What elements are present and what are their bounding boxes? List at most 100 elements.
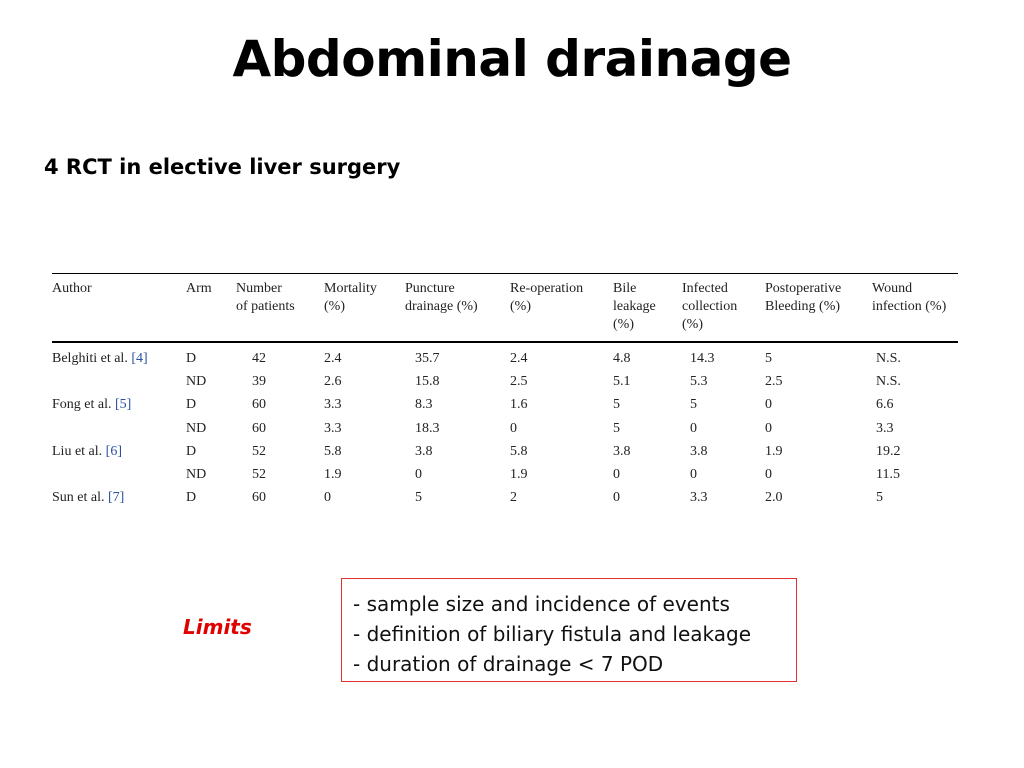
column-header-line: Puncture xyxy=(405,281,455,296)
column-header-line: leakage xyxy=(613,299,656,314)
limits-item: - sample size and incidence of events xyxy=(353,592,730,616)
table-cell: 5 xyxy=(690,397,697,413)
table-cell: 11.5 xyxy=(876,467,900,482)
table-cell: 0 xyxy=(765,397,772,413)
table-cell: 5.8 xyxy=(510,443,528,459)
table-cell: 3.3 xyxy=(324,397,342,413)
column-header: Number of patients xyxy=(236,280,295,316)
column-header-line: Re-operation xyxy=(510,281,584,296)
column-header-line: (%) xyxy=(510,299,531,314)
column-header-line: collection xyxy=(682,299,738,314)
table-cell: 52 xyxy=(252,467,266,482)
table-cell: 1.9 xyxy=(510,467,528,482)
table-cell: 52 xyxy=(252,443,266,459)
table-cell: 2 xyxy=(510,490,517,506)
column-header-line: Bleeding (%) xyxy=(765,299,841,314)
author-cell: Liu et al. [6] xyxy=(52,443,122,461)
column-header: Wound infection (%) xyxy=(872,280,946,316)
table-cell: 2.4 xyxy=(510,351,528,366)
table-cell: D xyxy=(186,490,197,506)
column-header-line: Infected xyxy=(682,281,728,296)
reference-link[interactable]: [4] xyxy=(131,351,148,366)
column-header-line: drainage (%) xyxy=(405,299,478,314)
author-cell: Sun et al. [7] xyxy=(52,489,124,507)
column-header: Bile leakage (%) xyxy=(613,280,656,334)
table-cell: 0 xyxy=(765,467,772,482)
table-cell: 0 xyxy=(765,420,772,436)
table-cell: 5 xyxy=(876,490,883,506)
table-cell: 15.8 xyxy=(415,374,440,390)
reference-link[interactable]: [5] xyxy=(115,397,132,413)
author-cell: Fong et al. [5] xyxy=(52,396,131,414)
column-header-line: Mortality xyxy=(324,281,377,296)
column-header: Postoperative Bleeding (%) xyxy=(765,280,841,316)
column-header-line: Postoperative xyxy=(765,281,842,296)
table-cell: 2.0 xyxy=(765,490,783,506)
table-cell: 5.8 xyxy=(324,443,342,459)
column-header: Infected collection (%) xyxy=(682,280,737,334)
column-header: Mortality (%) xyxy=(324,280,377,316)
table-cell: 3.3 xyxy=(324,420,342,436)
table-cell: 5.1 xyxy=(613,374,631,390)
table-cell: ND xyxy=(186,420,207,436)
table-cell: ND xyxy=(186,467,207,482)
table-header-rule xyxy=(52,341,958,343)
table-cell: 0 xyxy=(415,467,422,482)
slide-title: Abdominal drainage xyxy=(232,30,792,88)
table-cell: ND xyxy=(186,374,207,390)
column-header-line: Arm xyxy=(186,281,212,296)
table-cell: 5 xyxy=(613,420,620,436)
table-cell: 0 xyxy=(613,490,620,506)
table-cell: 60 xyxy=(252,490,266,506)
column-header: Author xyxy=(52,280,92,298)
table-cell: D xyxy=(186,351,197,366)
column-header-line: (%) xyxy=(682,317,703,332)
table-cell: 2.6 xyxy=(324,374,342,390)
column-header: Puncture drainage (%) xyxy=(405,280,478,316)
table-cell: 3.3 xyxy=(690,490,708,506)
table-cell: 2.4 xyxy=(324,351,342,366)
table-cell: N.S. xyxy=(876,374,901,390)
column-header-line: Author xyxy=(52,281,92,296)
table-cell: 0 xyxy=(510,420,517,436)
table-cell: D xyxy=(186,397,197,413)
column-header-line: (%) xyxy=(324,299,345,314)
author-name: Sun et al. xyxy=(52,490,105,506)
column-header-line: (%) xyxy=(613,317,634,332)
author-name: Belghiti et al. xyxy=(52,351,128,366)
table-cell: 3.8 xyxy=(613,443,631,459)
table-cell: 8.3 xyxy=(415,397,433,413)
slide-subtitle: 4 RCT in elective liver surgery xyxy=(44,155,401,179)
author-name: Liu et al. xyxy=(52,443,103,459)
table-cell: 35.7 xyxy=(415,351,440,366)
table-cell: 3.8 xyxy=(415,443,433,459)
column-header-line: of patients xyxy=(236,299,295,314)
column-header-line: Wound xyxy=(872,281,913,296)
table-cell: 3.8 xyxy=(690,443,708,459)
table-cell: 0 xyxy=(690,467,697,482)
table-cell: 60 xyxy=(252,397,266,413)
table-cell: 1.6 xyxy=(510,397,528,413)
author-cell: Belghiti et al. [4] xyxy=(52,350,148,368)
column-header-line: infection (%) xyxy=(872,299,947,314)
reference-link[interactable]: [7] xyxy=(108,490,125,506)
author-name: Fong et al. xyxy=(52,397,112,413)
table-cell: D xyxy=(186,443,197,459)
table-cell: 14.3 xyxy=(690,351,715,366)
table-cell: 5 xyxy=(415,490,422,506)
limits-item: - definition of biliary fistula and leak… xyxy=(353,622,752,646)
table-cell: 39 xyxy=(252,374,266,390)
table-cell: 5 xyxy=(613,397,620,413)
table-cell: 42 xyxy=(252,351,266,366)
table-cell: 3.3 xyxy=(876,420,894,436)
limits-box: - sample size and incidence of events - … xyxy=(341,578,797,682)
table-cell: 19.2 xyxy=(876,443,901,459)
table-cell: 18.3 xyxy=(415,420,440,436)
table-cell: 0 xyxy=(324,490,331,506)
table-cell: 1.9 xyxy=(324,467,342,482)
table-cell: 6.6 xyxy=(876,397,894,413)
table-cell: 5.3 xyxy=(690,374,708,390)
table-cell: 4.8 xyxy=(613,351,631,366)
reference-link[interactable]: [6] xyxy=(105,443,122,459)
column-header-line: Number xyxy=(236,281,282,296)
